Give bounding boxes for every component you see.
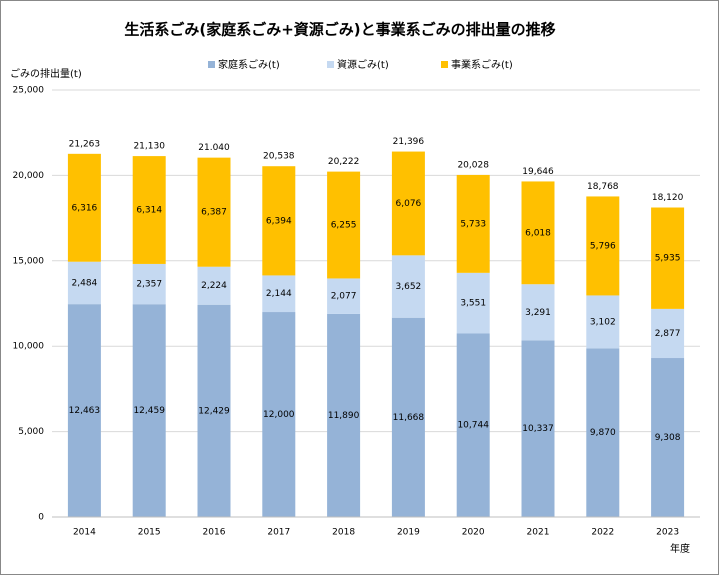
value-label: 12,000 [263, 410, 295, 420]
x-tick-label: 2022 [591, 528, 614, 538]
value-label: 11,668 [393, 413, 425, 423]
value-label: 3,652 [396, 282, 422, 292]
bar-segment [586, 348, 620, 517]
bar-segment [67, 304, 101, 517]
bar-segment [456, 272, 490, 334]
x-tick-label: 2014 [73, 528, 96, 538]
bar-segment [197, 266, 231, 305]
x-tick-label: 2021 [527, 528, 550, 538]
bar-segment [391, 151, 425, 256]
bar-segment [391, 255, 425, 318]
value-label: 6,255 [331, 221, 357, 231]
total-label: 20,222 [328, 157, 360, 167]
x-tick-label: 2018 [332, 528, 355, 538]
y-axis-label: ごみの排出量(t) [10, 67, 82, 80]
bar-segment [456, 174, 490, 273]
y-tick-label: 10,000 [13, 342, 45, 352]
value-label: 9,870 [590, 428, 616, 438]
value-label: 2,484 [72, 278, 98, 288]
total-label: 18,768 [587, 182, 619, 192]
value-label: 2,357 [136, 280, 162, 290]
y-tick-label: 5,000 [18, 427, 44, 437]
value-label: 6,316 [72, 203, 98, 213]
bar-segment [197, 304, 231, 517]
bar-segment [586, 196, 620, 296]
total-label: 21,263 [69, 139, 101, 149]
value-label: 5,796 [590, 241, 616, 251]
bar-segment [327, 313, 361, 517]
bar-segment [67, 261, 101, 305]
legend-label: 家庭系ごみ(t) [218, 58, 280, 71]
value-label: 2,877 [655, 329, 681, 339]
y-tick-label: 20,000 [13, 171, 45, 181]
value-label: 12,459 [133, 406, 165, 416]
value-label: 6,387 [201, 208, 227, 218]
value-label: 12,429 [198, 406, 230, 416]
bar-segment [521, 340, 555, 517]
x-tick-label: 2020 [462, 528, 485, 538]
value-label: 6,018 [525, 228, 551, 238]
bar-segment [521, 181, 555, 285]
x-tick-label: 2023 [656, 528, 679, 538]
value-label: 5,935 [655, 254, 681, 264]
bar-segment [132, 156, 166, 264]
value-label: 3,102 [590, 317, 616, 327]
bar-segment [586, 295, 620, 349]
value-label: 2,077 [331, 292, 357, 302]
legend-swatch [441, 61, 448, 68]
x-tick-label: 2016 [203, 528, 226, 538]
total-label: 21.040 [198, 143, 230, 153]
chart-title: 生活系ごみ(家庭系ごみ+資源ごみ)と事業系ごみの排出量の推移 [124, 21, 555, 39]
bar-segment [391, 317, 425, 517]
value-label: 3,551 [460, 299, 486, 309]
x-tick-label: 2015 [138, 528, 161, 538]
bar-segment [67, 153, 101, 262]
bar-segment [651, 308, 685, 359]
bar-segment [651, 207, 685, 309]
bar-segment [327, 278, 361, 314]
value-label: 6,394 [266, 216, 292, 226]
legend-swatch [208, 61, 215, 68]
legend-label: 事業系ごみ(t) [451, 58, 513, 71]
y-tick-label: 15,000 [13, 256, 45, 266]
x-axis-label: 年度 [670, 542, 690, 555]
bar-segment [651, 358, 685, 517]
bar-segment [132, 304, 166, 517]
value-label: 9,308 [655, 433, 681, 443]
total-label: 19,646 [522, 167, 554, 177]
total-label: 18,120 [652, 193, 684, 203]
value-label: 3,291 [525, 308, 551, 318]
legend-label: 資源ごみ(t) [337, 58, 389, 71]
value-label: 11,890 [328, 411, 360, 421]
bar-segment [262, 166, 296, 276]
value-label: 10,744 [457, 421, 489, 431]
bar-segment [132, 263, 166, 305]
bar-segment [262, 275, 296, 313]
bar-segment [262, 312, 296, 517]
value-label: 6,076 [396, 199, 422, 209]
total-label: 21,130 [133, 142, 165, 152]
total-label: 20,538 [263, 152, 295, 162]
legend-swatch [327, 61, 334, 68]
value-label: 2,224 [201, 281, 227, 291]
value-label: 2,144 [266, 289, 292, 299]
bar-segment [521, 284, 555, 341]
value-label: 5,733 [460, 219, 486, 229]
y-tick-label: 25,000 [13, 86, 45, 96]
value-label: 6,314 [136, 206, 162, 216]
value-label: 10,337 [522, 424, 554, 434]
bar-segment [197, 157, 231, 267]
x-tick-label: 2017 [267, 528, 290, 538]
bar-segment [456, 333, 490, 517]
x-tick-label: 2019 [397, 528, 420, 538]
total-label: 20,028 [457, 160, 489, 170]
value-label: 12,463 [69, 406, 101, 416]
y-tick-label: 0 [38, 513, 44, 523]
bar-segment [327, 171, 361, 279]
total-label: 21,396 [393, 137, 425, 147]
